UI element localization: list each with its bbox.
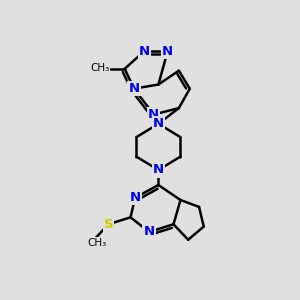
Text: N: N bbox=[148, 108, 159, 121]
Text: N: N bbox=[128, 82, 140, 95]
Text: N: N bbox=[139, 44, 150, 58]
Text: N: N bbox=[130, 191, 141, 204]
Text: CH₃: CH₃ bbox=[91, 63, 110, 73]
Text: N: N bbox=[153, 117, 164, 130]
Text: N: N bbox=[153, 164, 164, 176]
Text: S: S bbox=[103, 218, 113, 231]
Text: CH₃: CH₃ bbox=[87, 238, 106, 248]
Text: N: N bbox=[162, 44, 173, 58]
Text: N: N bbox=[143, 225, 155, 239]
